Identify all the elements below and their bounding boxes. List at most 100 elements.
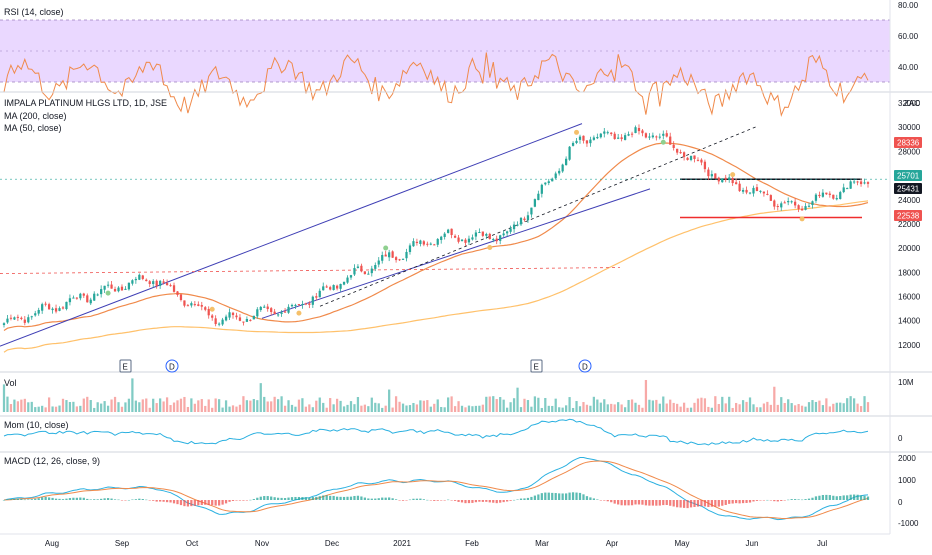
macd-histogram-bar <box>221 500 224 505</box>
macd-histogram-bar <box>759 500 762 501</box>
volume-bar <box>710 407 713 412</box>
macd-histogram-bar <box>318 496 321 500</box>
candle-body <box>169 285 172 287</box>
dividend-marker[interactable]: D <box>165 359 179 373</box>
macd-histogram-bar <box>16 498 20 500</box>
dividend-marker-label: D <box>582 363 588 372</box>
macd-histogram-bar <box>450 500 453 501</box>
volume-bar <box>152 398 155 412</box>
macd-histogram-bar <box>433 500 436 501</box>
volume-bar <box>422 400 425 412</box>
candle-body <box>329 287 332 290</box>
macd-histogram-bar <box>721 500 724 506</box>
volume-bar <box>204 405 207 412</box>
macd-histogram-bar <box>429 500 432 501</box>
candle-body <box>82 293 85 296</box>
volume-bar <box>44 407 47 412</box>
volume-bar <box>58 405 61 412</box>
volume-bar <box>117 402 120 412</box>
candle-body <box>457 237 460 242</box>
macd-histogram-bar <box>596 499 599 500</box>
macd-histogram-bar <box>290 497 294 500</box>
signal-dot <box>105 290 111 296</box>
candle-body <box>707 169 710 177</box>
volume-bar <box>523 398 526 412</box>
symbol-title: IMPALA PLATINUM HLGS LTD, 1D, JSE <box>4 98 167 108</box>
candle-body <box>655 136 658 138</box>
candle-body <box>148 281 151 284</box>
candle-body <box>308 303 311 305</box>
macd-histogram-bar <box>228 500 231 502</box>
volume-bar <box>120 406 124 412</box>
macd-histogram-bar <box>197 500 200 506</box>
candle-body <box>752 187 755 194</box>
earnings-marker[interactable]: E <box>530 359 543 373</box>
candle-body <box>596 136 599 139</box>
candle-body <box>61 307 65 309</box>
earnings-marker[interactable]: E <box>119 359 132 373</box>
candle-body <box>117 287 120 292</box>
candle-body <box>398 259 401 261</box>
macd-histogram-bar <box>266 496 269 500</box>
dividend-marker[interactable]: D <box>578 359 592 373</box>
price-axis[interactable]: 3200030000280002600024000220002000018000… <box>898 99 921 350</box>
volume-bar <box>270 401 273 412</box>
volume-bar <box>179 398 183 412</box>
ma50-legend: MA (50, close) <box>4 123 62 133</box>
candle-body <box>717 177 720 182</box>
macd-histogram-bar <box>117 499 120 501</box>
candle-body <box>804 206 807 210</box>
macd-histogram-bar <box>637 500 641 505</box>
volume-bar <box>783 403 786 412</box>
volume-bar <box>686 407 689 412</box>
candle-body <box>676 148 679 153</box>
candle-body <box>270 308 273 312</box>
candle-body <box>301 304 304 306</box>
volume-bar <box>582 402 585 412</box>
macd-histogram-bar <box>138 498 141 500</box>
macd-histogram-bar <box>499 500 502 503</box>
candle-body <box>478 232 481 234</box>
volume-bar <box>832 403 835 412</box>
macd-histogram-bar <box>370 498 373 500</box>
macd-histogram-bar <box>44 496 47 500</box>
candle-body <box>665 133 668 137</box>
volume-bar <box>159 398 162 412</box>
price-tag-28336: 28336 <box>894 137 922 148</box>
volume-bar <box>131 378 134 412</box>
macd-histogram-bar <box>655 500 658 506</box>
candle-body <box>23 319 26 323</box>
volume-bar <box>547 405 550 412</box>
macd-histogram-bar <box>728 500 731 504</box>
macd-histogram-bar <box>54 498 58 500</box>
candle-body <box>221 319 224 325</box>
macd-histogram-bar <box>682 500 686 508</box>
macd-histogram-bar <box>828 495 831 500</box>
volume-bar <box>603 399 606 412</box>
macd-histogram-bar <box>599 500 602 501</box>
macd-histogram-bar <box>821 495 825 500</box>
macd-histogram-bar <box>662 500 665 506</box>
volume-bar <box>544 397 547 412</box>
candle-body <box>440 236 443 240</box>
macd-histogram-bar <box>231 500 235 501</box>
volume-bar <box>283 405 287 412</box>
volume-bar <box>533 396 537 412</box>
candle-body <box>776 206 779 208</box>
volume-bar <box>34 407 37 412</box>
candle-body <box>2 323 6 326</box>
candle-body <box>141 275 144 279</box>
volume-bar <box>190 398 193 412</box>
volume-bar <box>363 404 366 412</box>
time-axis[interactable]: Aug Sep Oct Nov Dec 2021 Feb Mar Apr May Jun Jul <box>45 539 827 548</box>
macd-tick-2000: 2000 <box>898 454 916 463</box>
macd-histogram-bar <box>818 495 821 500</box>
candle-body <box>363 271 366 275</box>
candle-body <box>245 318 249 322</box>
volume-bar <box>707 406 710 412</box>
candle-body <box>506 231 509 234</box>
volume-bar <box>488 396 491 412</box>
macd-histogram-bar <box>301 497 304 500</box>
macd-histogram-bar <box>401 500 405 501</box>
